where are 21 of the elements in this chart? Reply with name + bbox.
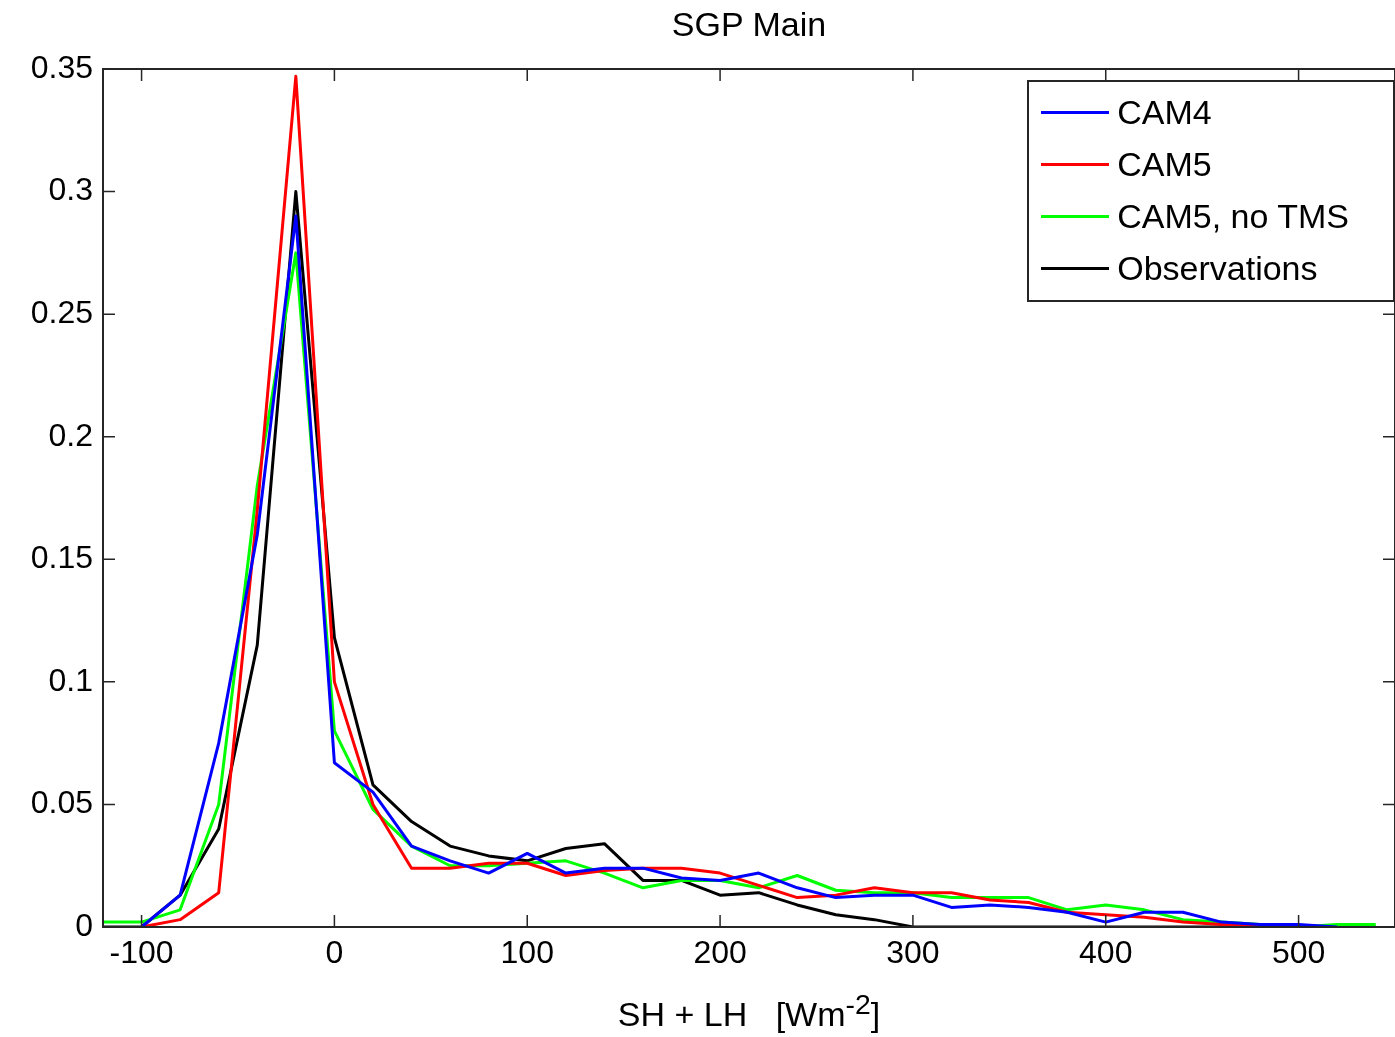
chart-title: SGP Main	[670, 5, 828, 44]
legend-label: CAM5, no TMS	[1117, 196, 1349, 236]
y-tick-label: 0.2	[48, 416, 93, 453]
y-tick-label: 0.3	[48, 171, 93, 208]
x-tick-label: 300	[886, 934, 940, 971]
x-axis-title: SH + LH [Wm$^{-2}$]	[616, 987, 882, 1036]
legend-label: CAM5	[1117, 144, 1212, 184]
legend-label: Observations	[1117, 248, 1318, 288]
y-tick-label: 0.15	[30, 539, 93, 576]
y-tick-label: 0.05	[30, 784, 93, 821]
y-tick-label: 0.25	[30, 293, 93, 330]
x-tick-label: -100	[109, 934, 174, 971]
x-tick-label: 400	[1079, 934, 1133, 971]
y-tick-label: 0	[75, 906, 93, 943]
x-tick-label: 500	[1271, 934, 1326, 971]
y-tick-label: 0.35	[30, 48, 93, 85]
x-tick-label: 100	[500, 934, 554, 971]
y-tick-label: 0.1	[48, 661, 93, 698]
x-tick-label: 200	[693, 934, 747, 971]
x-tick-label: 0	[325, 934, 344, 971]
legend-label: CAM4	[1117, 92, 1212, 132]
